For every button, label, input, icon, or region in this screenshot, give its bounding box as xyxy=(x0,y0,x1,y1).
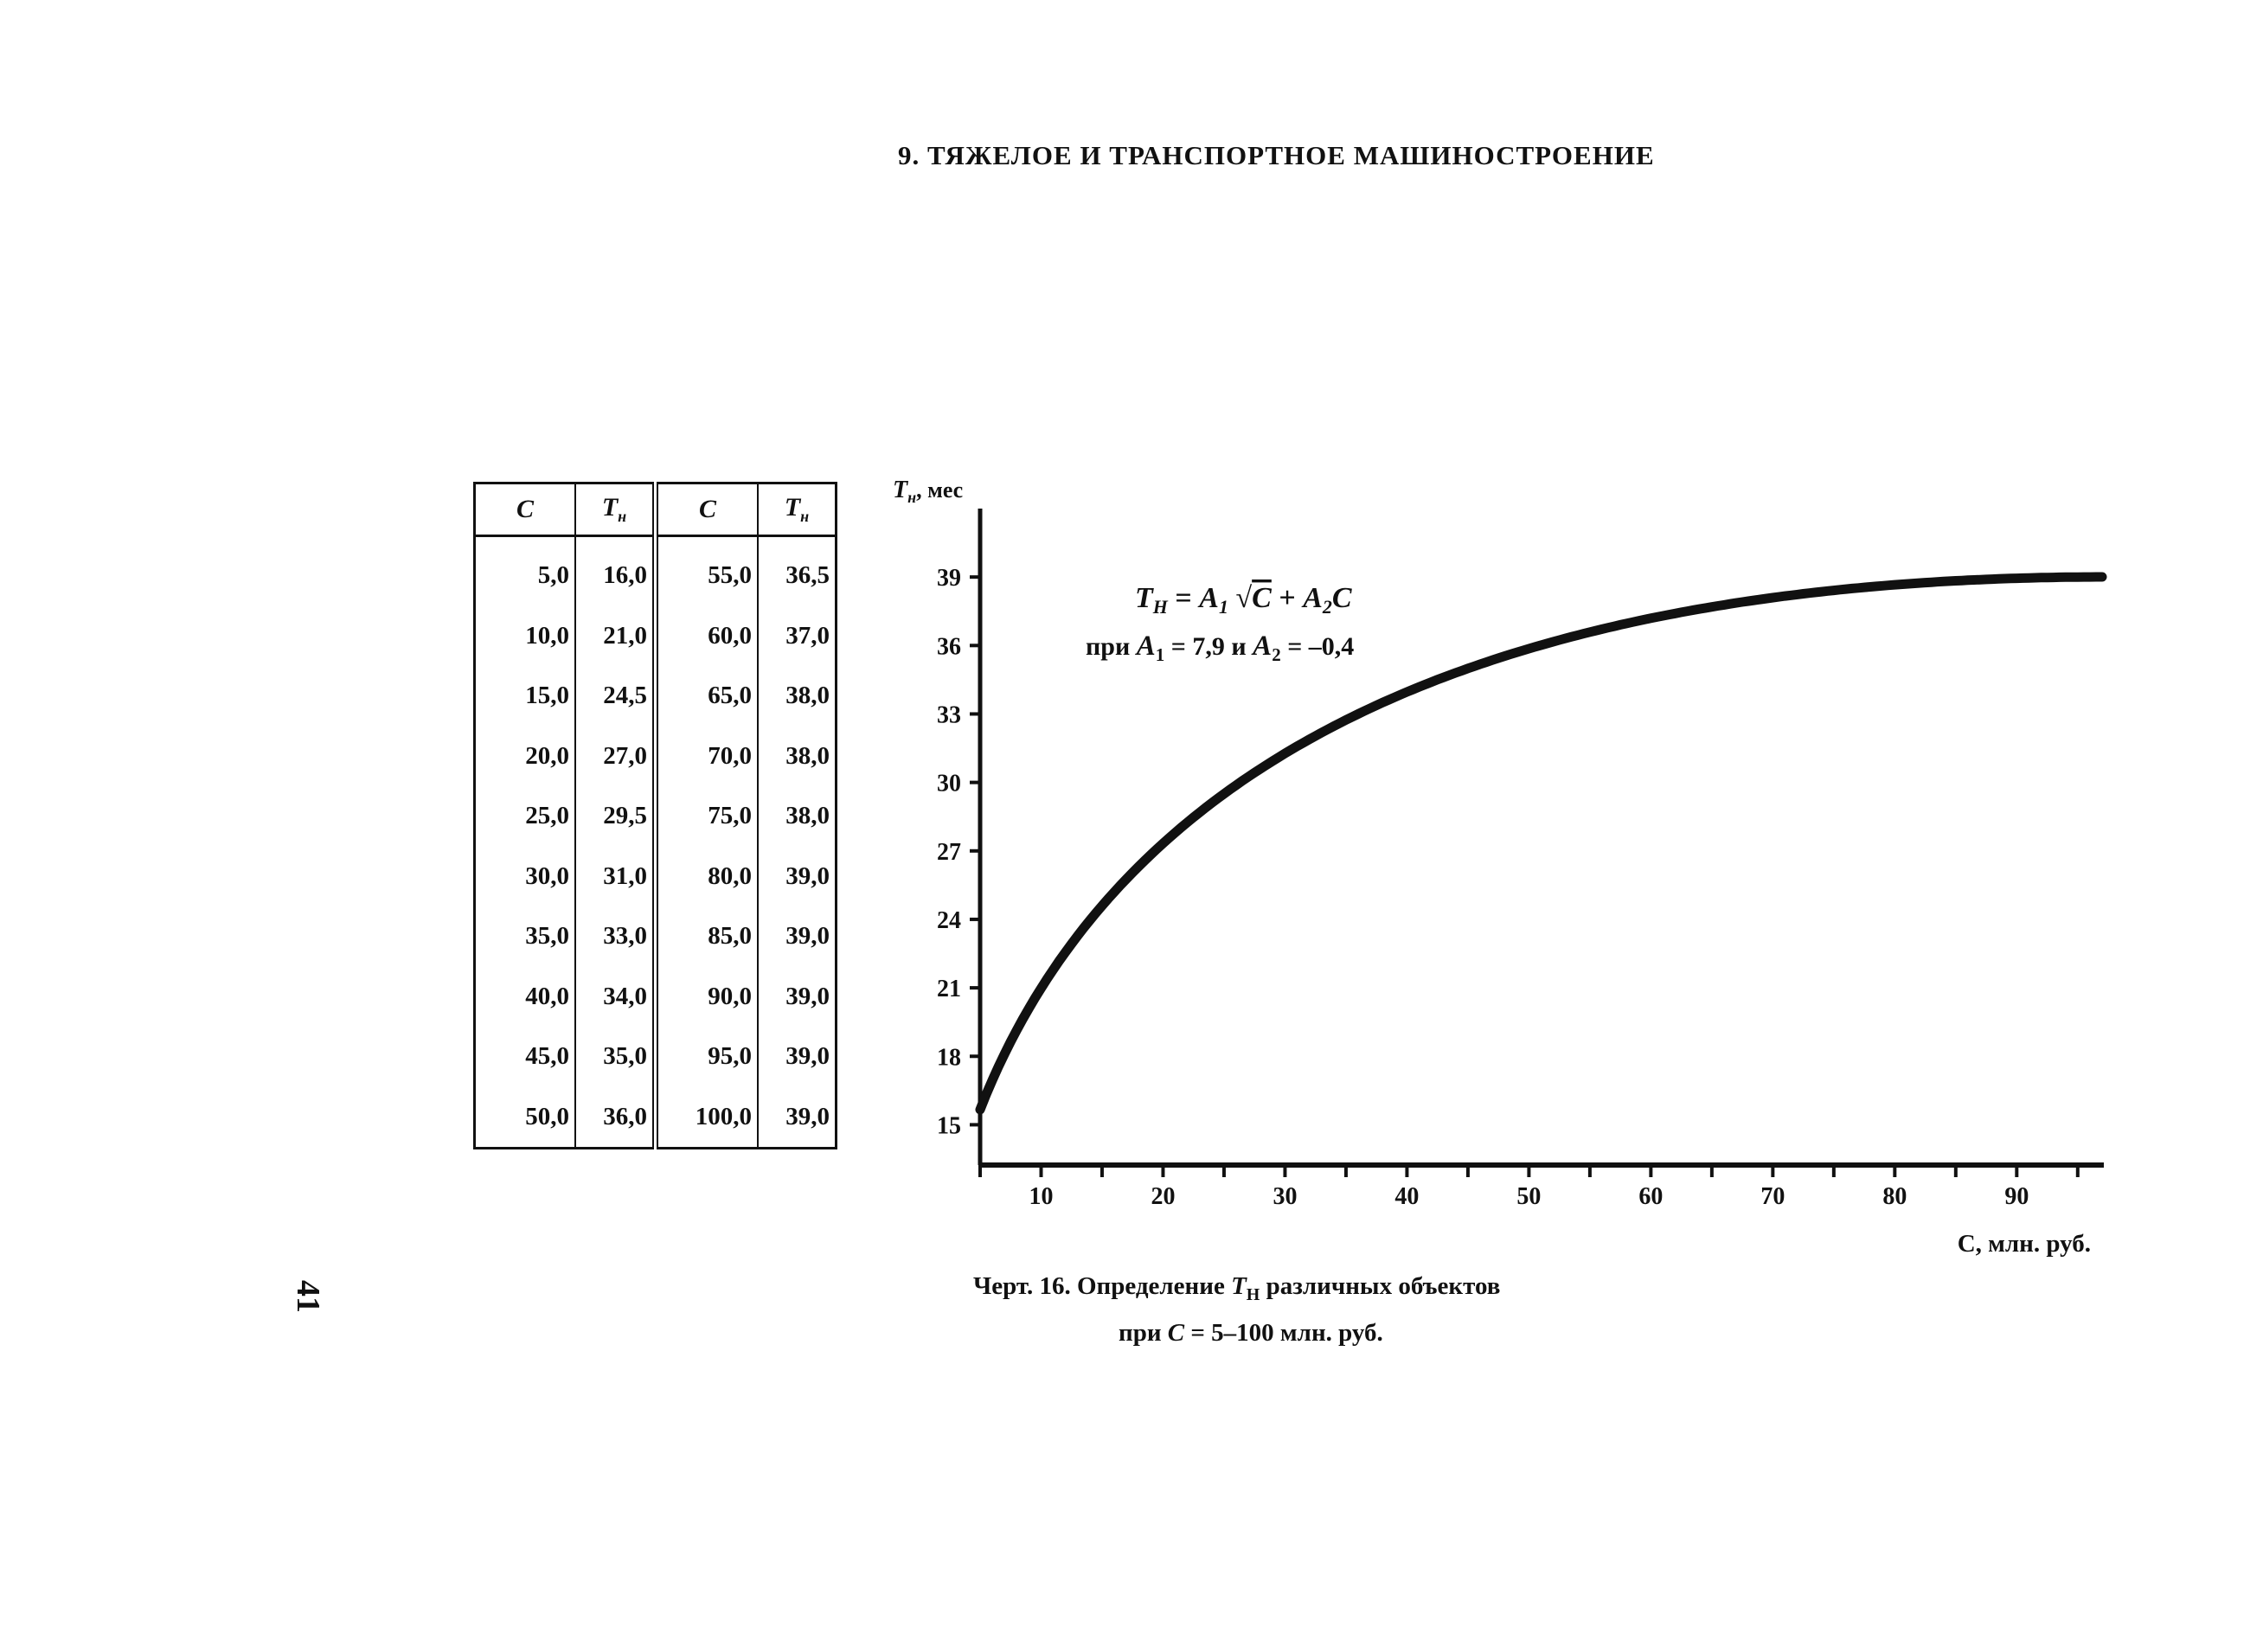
data-table: C Tн C Tн 5,0 16,0 55,0 36,5 10,0 21,0 60,0 37,… xyxy=(473,482,837,1149)
table-cell: 38,0 xyxy=(758,726,837,786)
y-tick-label: 18 xyxy=(937,1044,961,1071)
table-cell: 16,0 xyxy=(575,535,658,606)
table-row: 20,0 27,0 70,0 38,0 xyxy=(474,726,837,786)
table-cell: 39,0 xyxy=(758,1027,837,1087)
table-cell: 36,5 xyxy=(758,535,837,606)
table-cell: 30,0 xyxy=(474,846,576,906)
table-row: 15,0 24,5 65,0 38,0 xyxy=(474,666,837,727)
table-cell: 100,0 xyxy=(655,1086,759,1149)
header-c-1: C xyxy=(474,483,576,537)
y-tick-label: 39 xyxy=(937,565,961,592)
x-tick-label: 70 xyxy=(1760,1183,1785,1210)
y-tick-label: 27 xyxy=(937,839,961,866)
caption-line-2: при C = 5–100 млн. руб. xyxy=(1119,1318,1383,1347)
x-tick-label: 50 xyxy=(1516,1183,1541,1210)
table-header-row: C Tн C Tн xyxy=(474,483,837,537)
table-cell: 10,0 xyxy=(474,605,576,666)
y-tick-label: 24 xyxy=(937,907,961,934)
table-cell: 29,5 xyxy=(575,786,658,847)
table-cell: 34,0 xyxy=(575,966,658,1027)
table-cell: 20,0 xyxy=(474,726,576,786)
table-cell: 70,0 xyxy=(655,726,759,786)
table-cell: 95,0 xyxy=(655,1027,759,1087)
table-cell: 39,0 xyxy=(758,846,837,906)
table-cell: 15,0 xyxy=(474,666,576,727)
table-cell: 65,0 xyxy=(655,666,759,727)
table-row: 50,0 36,0 100,0 39,0 xyxy=(474,1086,837,1149)
table-cell: 90,0 xyxy=(655,966,759,1027)
header-t-2: Tн xyxy=(758,483,837,537)
table-cell: 31,0 xyxy=(575,846,658,906)
table-cell: 85,0 xyxy=(655,906,759,967)
x-tick-label: 30 xyxy=(1273,1183,1297,1210)
table-row: 40,0 34,0 90,0 39,0 xyxy=(474,966,837,1027)
y-tick-label: 30 xyxy=(937,771,961,797)
table-cell: 37,0 xyxy=(758,605,837,666)
y-axis-label: Tн, мес xyxy=(893,477,963,506)
y-tick-label: 36 xyxy=(937,633,961,660)
table-cell: 25,0 xyxy=(474,786,576,847)
header-t-1: Tн xyxy=(575,483,658,537)
table-row: 10,0 21,0 60,0 37,0 xyxy=(474,605,837,666)
page-number: 41 xyxy=(290,1280,326,1313)
series-line xyxy=(975,572,2107,1115)
x-axis-label: C, млн. руб. xyxy=(1958,1230,2091,1258)
header-c-2: C xyxy=(655,483,759,537)
table-cell: 40,0 xyxy=(474,966,576,1027)
table-row: 30,0 31,0 80,0 39,0 xyxy=(474,846,837,906)
table-cell: 60,0 xyxy=(655,605,759,666)
table-cell: 80,0 xyxy=(655,846,759,906)
table-cell: 38,0 xyxy=(758,786,837,847)
section-title: 9. ТЯЖЕЛОЕ И ТРАНСПОРТНОЕ МАШИНОСТРОЕНИЕ xyxy=(898,140,1655,170)
caption-line-1: Черт. 16. Определение TН различных объек… xyxy=(973,1272,1501,1304)
table-row: 5,0 16,0 55,0 36,5 xyxy=(474,535,837,606)
y-tick-label: 21 xyxy=(937,976,961,1002)
table-cell: 27,0 xyxy=(575,726,658,786)
table-cell: 50,0 xyxy=(474,1086,576,1149)
table-cell: 35,0 xyxy=(474,906,576,967)
x-tick-label: 80 xyxy=(1882,1183,1907,1210)
x-tick-label: 90 xyxy=(2004,1183,2029,1210)
table-cell: 39,0 xyxy=(758,966,837,1027)
table-cell: 33,0 xyxy=(575,906,658,967)
table-cell: 38,0 xyxy=(758,666,837,727)
table-cell: 24,5 xyxy=(575,666,658,727)
table-cell: 75,0 xyxy=(655,786,759,847)
y-tick-label: 33 xyxy=(937,701,961,728)
table-cell: 39,0 xyxy=(758,1086,837,1149)
formula-line-1: TН = A1 √C + A2C xyxy=(1135,582,1352,618)
x-tick-label: 60 xyxy=(1638,1183,1663,1210)
formula-line-2: при A1 = 7,9 и A2 = –0,4 xyxy=(1086,631,1354,665)
figure-caption: Черт. 16. Определение TН различных объек… xyxy=(973,1267,1500,1352)
x-tick-label: 10 xyxy=(1029,1183,1053,1210)
table-cell: 55,0 xyxy=(655,535,759,606)
table-row: 35,0 33,0 85,0 39,0 xyxy=(474,906,837,967)
x-tick-label: 40 xyxy=(1394,1183,1419,1210)
table-cell: 45,0 xyxy=(474,1027,576,1087)
y-tick-label: 15 xyxy=(937,1112,961,1139)
table-cell: 39,0 xyxy=(758,906,837,967)
table-cell: 36,0 xyxy=(575,1086,658,1149)
formula: TН = A1 √C + A2C при A1 = 7,9 и A2 = –0,… xyxy=(1086,582,1354,665)
x-tick-label: 20 xyxy=(1151,1183,1175,1210)
table-cell: 21,0 xyxy=(575,605,658,666)
table-row: 25,0 29,5 75,0 38,0 xyxy=(474,786,837,847)
table-row: 45,0 35,0 95,0 39,0 xyxy=(474,1027,837,1087)
table-cell: 35,0 xyxy=(575,1027,658,1087)
table-cell: 5,0 xyxy=(474,535,576,606)
